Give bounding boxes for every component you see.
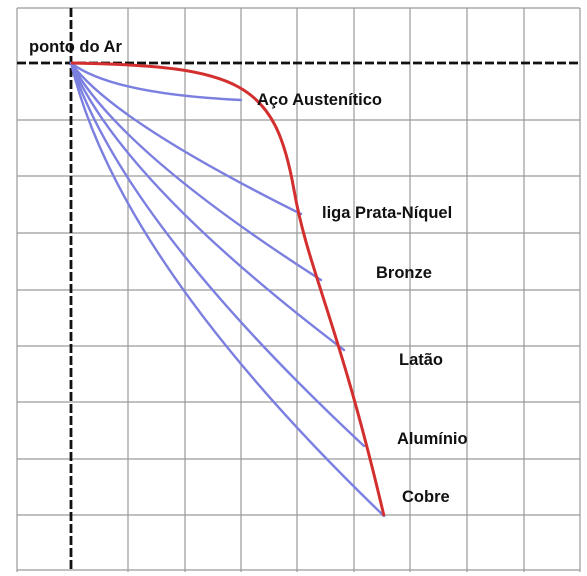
label-cobre: Cobre [402,488,450,506]
label-latao: Latão [399,351,443,369]
grid-horizontal [17,7,580,571]
origin-label: ponto do Ar [29,38,122,56]
line-liga-prata-niquel [69,61,303,216]
label-aco-austenitico: Aço Austenítico [257,91,382,109]
red-curve [70,61,386,517]
label-aluminio: Alumínio [397,430,468,448]
line-bronze [69,61,323,282]
label-liga-prata-niquel: liga Prata-Níquel [322,204,452,222]
line-cobre [69,61,386,518]
line-latao [69,61,346,352]
blue-lines [69,61,386,518]
line-aco-austenitico [69,61,243,102]
line-aluminio [69,61,366,448]
axes [17,8,580,572]
label-bronze: Bronze [376,264,432,282]
